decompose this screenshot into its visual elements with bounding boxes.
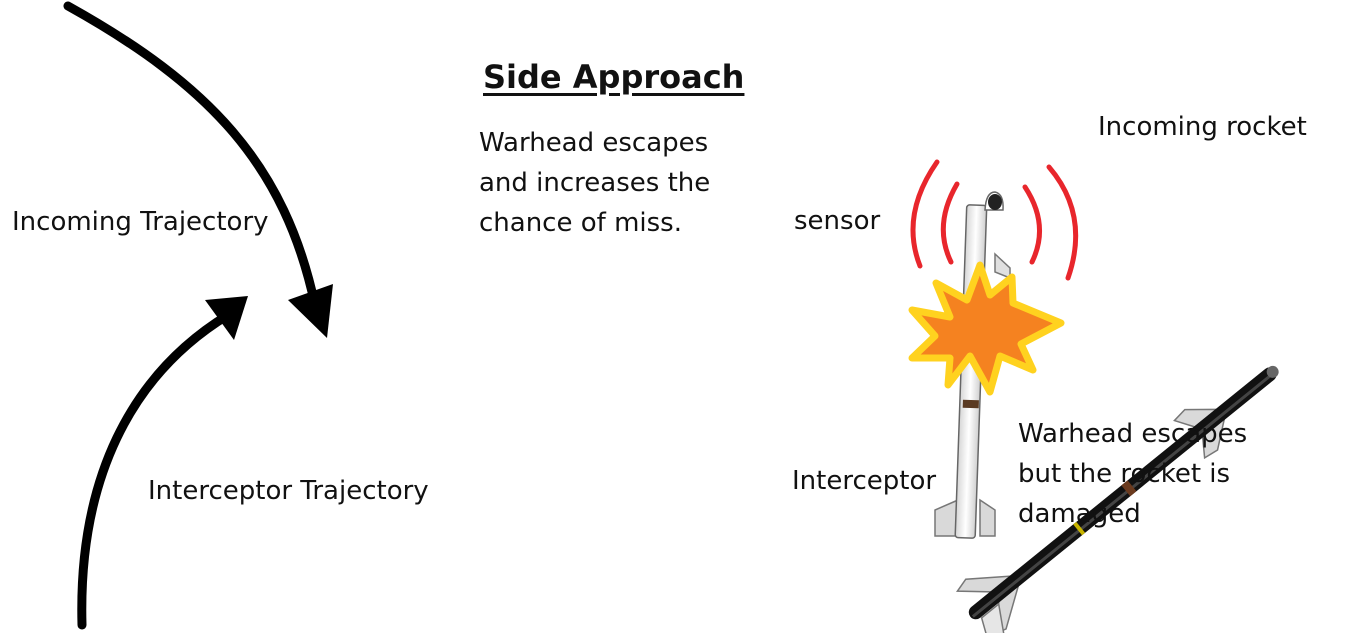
incoming-trajectory-arrow bbox=[63, 1, 333, 338]
result-note: Warhead escapes but the rocket is damage… bbox=[1018, 419, 1248, 529]
incoming-trajectory-label: Incoming Trajectory bbox=[12, 207, 269, 237]
sensor-waves bbox=[910, 159, 1079, 281]
explosion-burst bbox=[908, 261, 1065, 396]
incoming-rocket-label: Incoming rocket bbox=[1098, 112, 1307, 142]
interceptor-label: Interceptor bbox=[792, 466, 937, 496]
interceptor-trajectory-label: Interceptor Trajectory bbox=[148, 476, 429, 506]
interceptor-trajectory-arrow bbox=[77, 296, 248, 630]
side-approach-note: Warhead escapes and increases the chance… bbox=[479, 128, 711, 238]
diagram-title: Side Approach bbox=[483, 58, 745, 96]
incoming-rocket bbox=[955, 365, 1279, 633]
sensor-label: sensor bbox=[794, 206, 881, 236]
